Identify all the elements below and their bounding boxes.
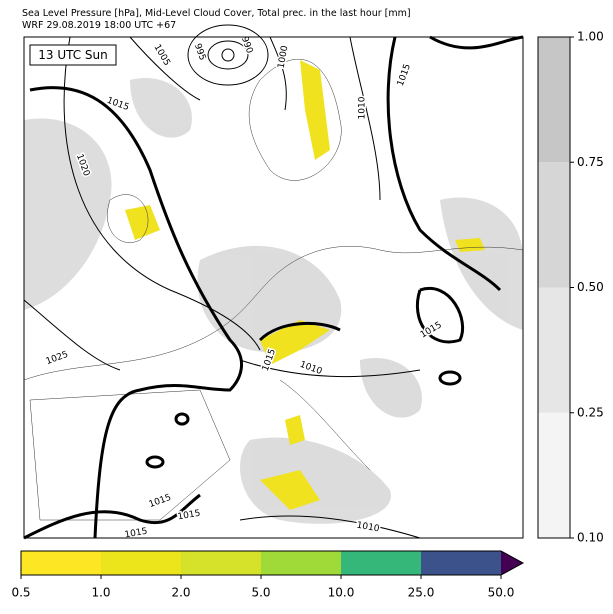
colorbar-segment xyxy=(341,551,421,575)
subtitle-line: WRF 29.08.2019 18:00 UTC +67 xyxy=(22,20,176,31)
tick-label: 0.50 xyxy=(577,280,604,294)
colorbar-segment xyxy=(21,551,101,575)
precip-colorbar: 0.5 1.0 2.0 5.0 10.0 25.0 50.0 xyxy=(11,550,525,600)
tick-label: 1.0 xyxy=(91,586,110,600)
cloud-areas xyxy=(24,78,523,524)
title-line: Sea Level Pressure [hPa], Mid-Level Clou… xyxy=(22,8,411,19)
cloud-colorbar: 0.10 0.25 0.50 0.75 1.00 xyxy=(537,30,604,545)
time-box xyxy=(29,44,117,66)
colorbar-segment xyxy=(538,287,570,413)
contour-label: 1010 xyxy=(358,96,368,119)
tick-label: 0.10 xyxy=(577,531,604,545)
colorbar-segment xyxy=(261,551,341,575)
precip-areas xyxy=(125,60,485,510)
colorbar-segment xyxy=(101,551,181,575)
tick-label: 5.0 xyxy=(251,586,270,600)
tick-label: 25.0 xyxy=(408,586,435,600)
colorbar-segment xyxy=(538,412,570,538)
colorbar-segment xyxy=(181,551,261,575)
map-frame xyxy=(23,36,524,539)
tick-label: 50.0 xyxy=(488,586,515,600)
tick-label: 0.75 xyxy=(577,155,604,169)
colorbar-segment xyxy=(421,551,501,575)
tick-label: 10.0 xyxy=(328,586,355,600)
tick-label: 0.25 xyxy=(577,405,604,419)
isobars-bold xyxy=(23,35,524,540)
colorbar-segment xyxy=(538,37,570,163)
colorbar-frame xyxy=(20,550,525,576)
colorbar-extend xyxy=(501,551,523,575)
tick-label: 0.5 xyxy=(11,586,30,600)
tick-label: 2.0 xyxy=(171,586,190,600)
tick-label: 1.00 xyxy=(577,30,604,44)
colorbar-segment xyxy=(538,162,570,288)
isobars-thin xyxy=(23,24,421,539)
coastlines xyxy=(23,59,524,521)
time-label: 13 UTC Sun xyxy=(38,48,108,62)
